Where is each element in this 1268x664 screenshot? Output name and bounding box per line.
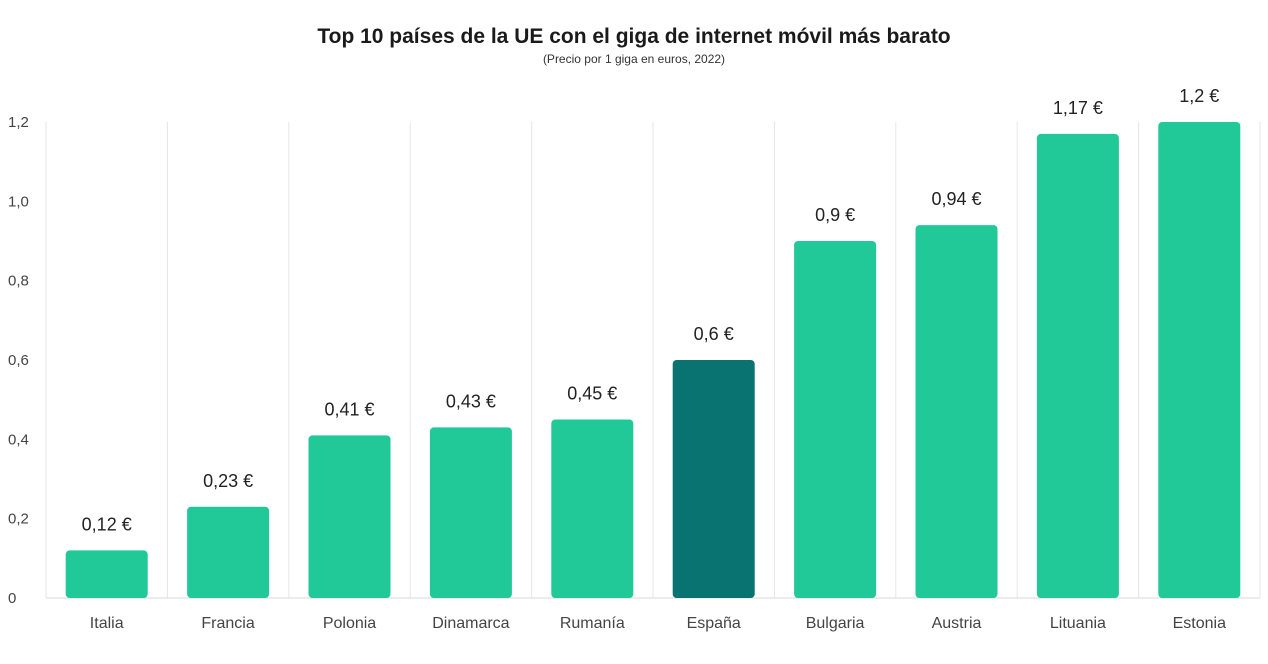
- bar: [551, 419, 634, 598]
- data-label: 1,17 €: [1053, 98, 1103, 118]
- data-label: 0,45 €: [567, 384, 617, 404]
- bar: [308, 435, 391, 598]
- y-tick-label: 0,4: [8, 431, 29, 448]
- x-tick-label: Francia: [201, 615, 254, 632]
- y-tick-label: 0: [8, 590, 16, 607]
- x-tick-label: Estonia: [1173, 615, 1226, 632]
- bar: [794, 241, 877, 598]
- data-label: 0,23 €: [203, 471, 253, 491]
- x-tick-label: Bulgaria: [806, 615, 865, 632]
- data-labels: 0,12 € 0,23 € 0,41 € 0,43 € 0,45 € 0,6 € 0,9 €…: [82, 86, 1220, 534]
- chart-subtitle: (Precio por 1 giga en euros, 2022): [543, 52, 725, 66]
- data-label: 1,2 €: [1179, 86, 1219, 106]
- x-tick-label: España: [687, 615, 741, 632]
- x-axis: Italia Francia Polonia Dinamarca Rumanía Espa…: [90, 615, 1226, 632]
- bars: [65, 122, 1241, 598]
- bar: [915, 225, 998, 598]
- data-label: 0,9 €: [815, 205, 855, 225]
- bar: [672, 360, 755, 598]
- x-tick-label: Dinamarca: [432, 615, 509, 632]
- bar: [65, 550, 148, 598]
- y-tick-label: 0,6: [8, 352, 29, 369]
- y-tick-label: 1,0: [8, 193, 29, 210]
- x-tick-label: Italia: [90, 615, 124, 632]
- y-axis: 0 0,2 0,4 0,6 0,8 1,0 1,2: [8, 114, 29, 607]
- x-tick-label: Polonia: [323, 615, 376, 632]
- data-label: 0,12 €: [82, 514, 132, 534]
- data-label: 0,6 €: [694, 324, 734, 344]
- x-tick-label: Rumanía: [560, 615, 625, 632]
- x-tick-label: Austria: [932, 615, 982, 632]
- bar: [429, 427, 512, 598]
- data-label: 0,43 €: [446, 391, 496, 411]
- bar: [1158, 122, 1241, 598]
- data-label: 0,41 €: [324, 399, 374, 419]
- y-tick-label: 1,2: [8, 114, 29, 131]
- chart-title: Top 10 países de la UE con el giga de in…: [317, 25, 950, 48]
- data-label: 0,94 €: [931, 189, 981, 209]
- x-tick-label: Lituania: [1050, 615, 1106, 632]
- bar: [187, 506, 270, 598]
- bar: [1036, 133, 1119, 598]
- y-tick-label: 0,2: [8, 511, 29, 528]
- y-tick-label: 0,8: [8, 273, 29, 290]
